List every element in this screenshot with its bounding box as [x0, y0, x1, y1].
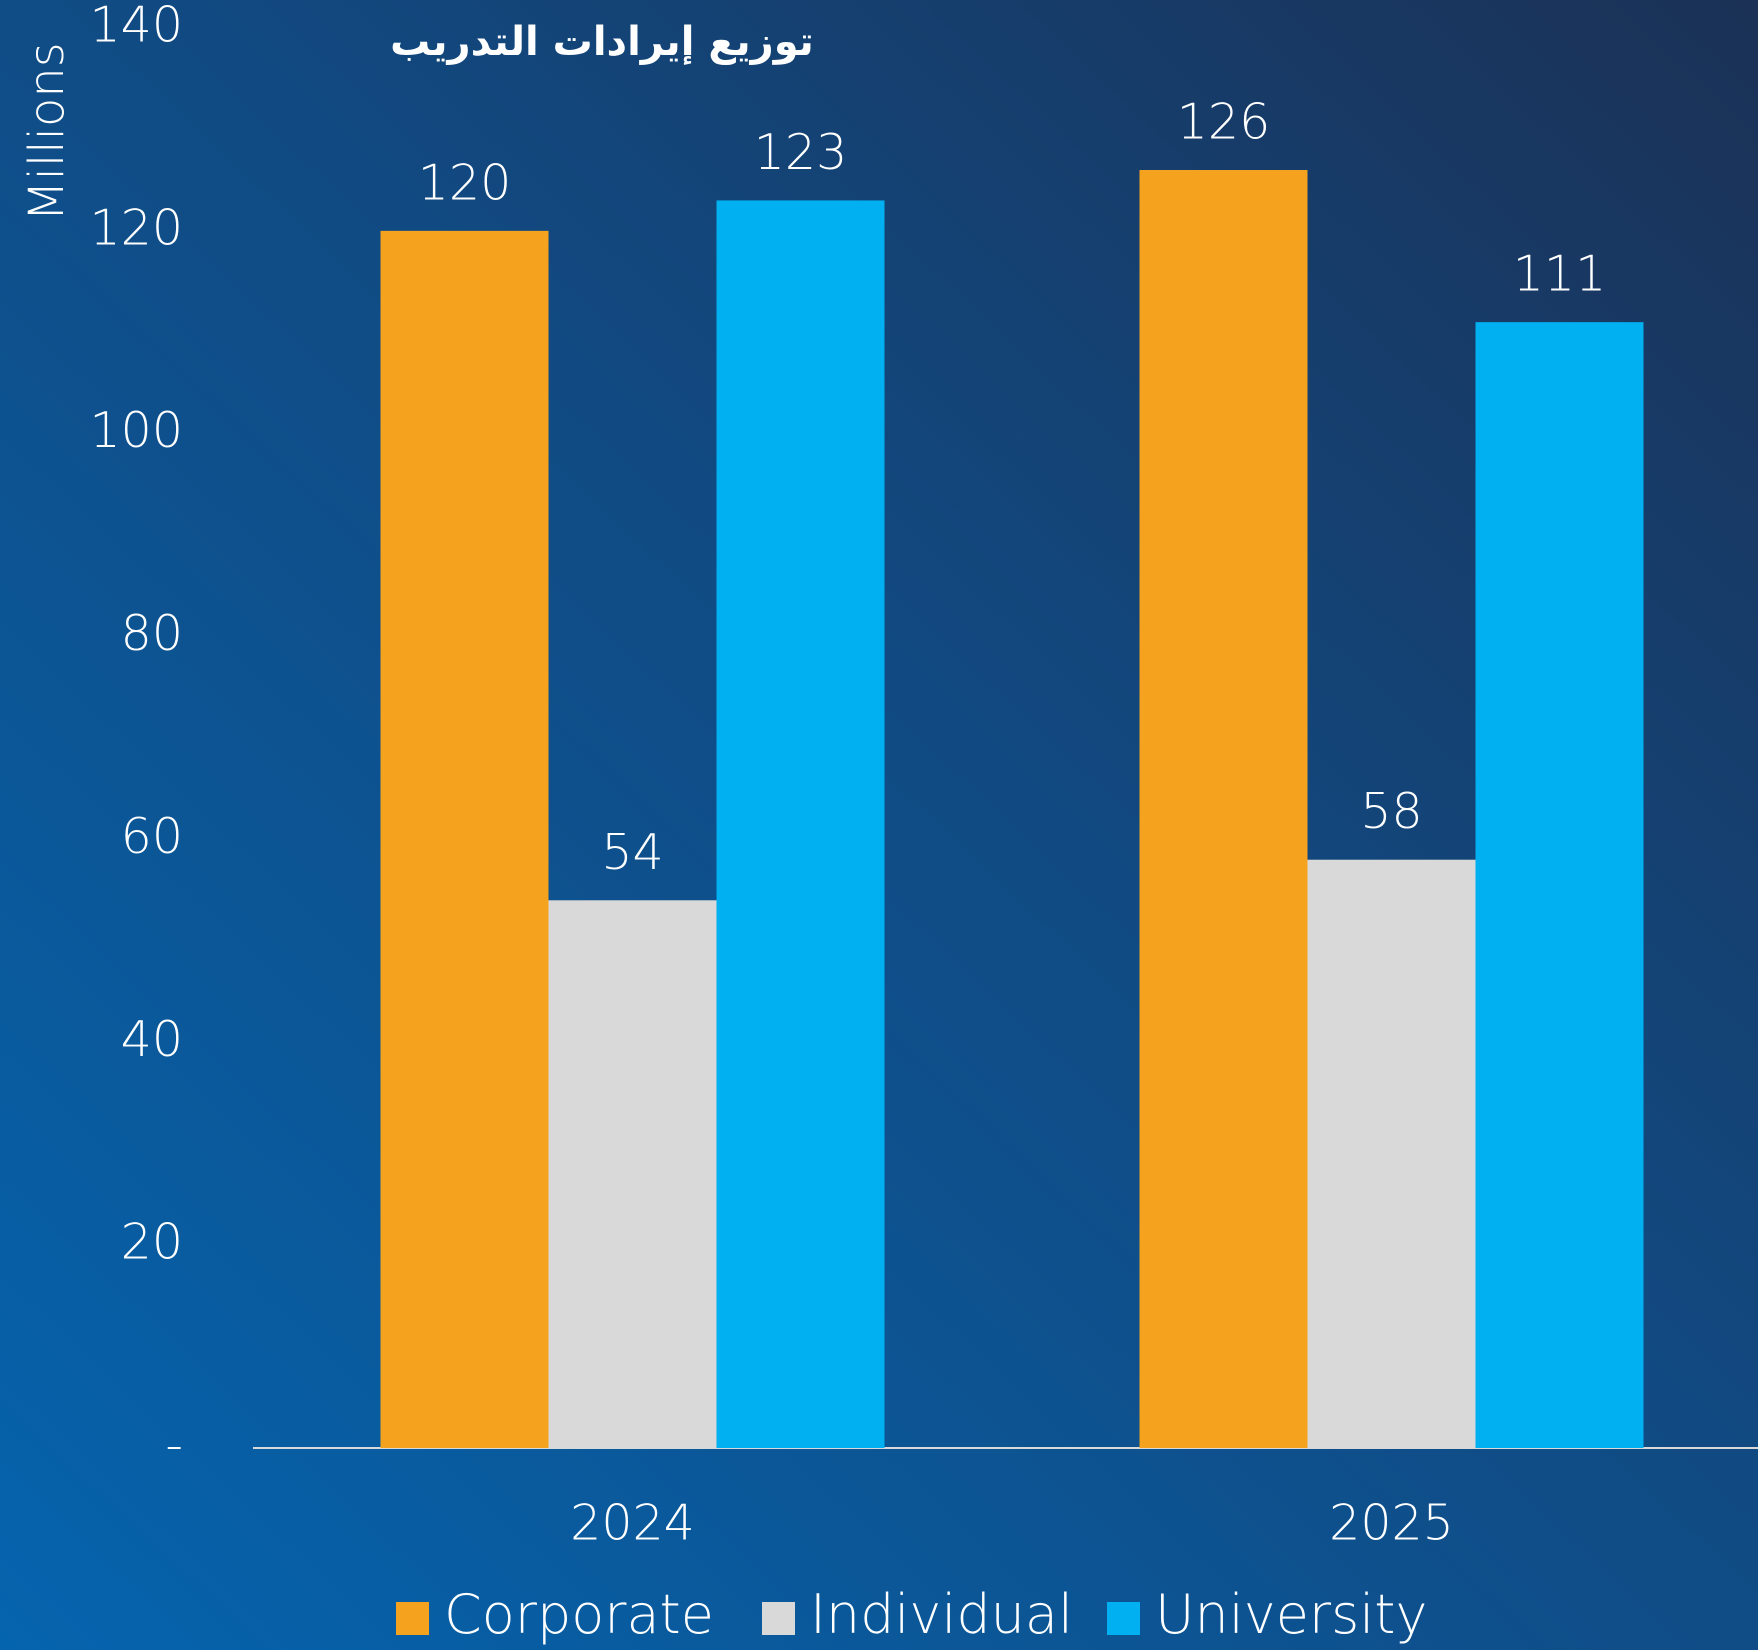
value-label: 54 [601, 824, 663, 881]
bar [380, 230, 549, 1448]
legend-swatch [1107, 1602, 1140, 1635]
bar [1139, 170, 1308, 1448]
y-tick-label: 120 [89, 199, 183, 256]
value-label: 120 [418, 154, 512, 211]
bar [1307, 859, 1476, 1448]
value-label: 111 [1513, 246, 1607, 303]
y-tick-label: 40 [121, 1011, 183, 1068]
bar [1475, 322, 1644, 1449]
legend-label: Individual [810, 1583, 1073, 1646]
y-tick-label: 20 [121, 1214, 183, 1271]
chart-title: توزيع إيرادات التدريب [390, 19, 814, 65]
value-label: 126 [1177, 94, 1271, 151]
legend-swatch [396, 1602, 429, 1635]
y-tick-label: 80 [121, 605, 183, 662]
y-tick-label: 100 [89, 402, 183, 459]
legend-swatch [762, 1602, 795, 1635]
y-tick-label: - [165, 1417, 183, 1474]
value-label: 58 [1360, 783, 1422, 840]
x-tick-label: 2025 [1329, 1495, 1454, 1552]
value-label: 123 [754, 124, 848, 181]
bar [548, 900, 717, 1448]
x-tick-label: 2024 [570, 1495, 695, 1552]
y-tick-label: 140 [89, 0, 183, 54]
bar [716, 200, 885, 1448]
y-tick-label: 60 [121, 808, 183, 865]
legend-label: University [1155, 1583, 1427, 1646]
legend-label: Corporate [444, 1583, 714, 1646]
y-axis-label: Millions [19, 42, 75, 222]
